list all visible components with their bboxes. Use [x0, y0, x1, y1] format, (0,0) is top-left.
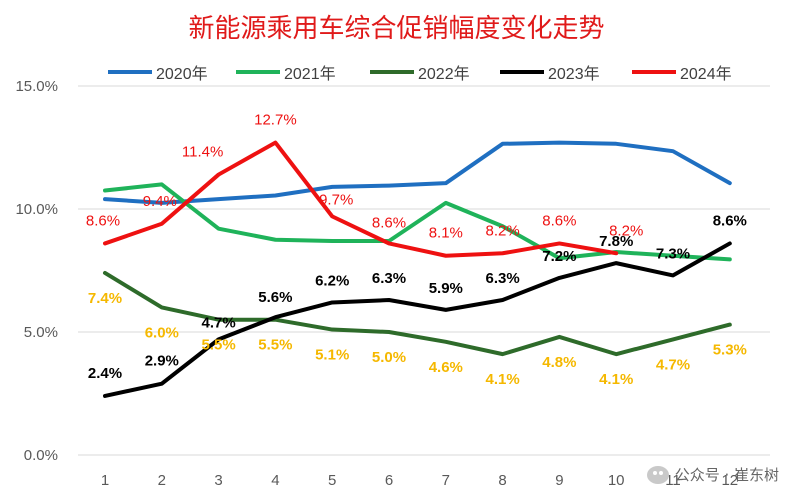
y-tick-label: 0.0% [24, 447, 58, 464]
series-line-2020年 [103, 140, 732, 205]
x-tick-label: 2 [158, 472, 166, 489]
legend-swatch [632, 70, 676, 74]
data-label: 7.3% [656, 245, 690, 262]
legend-swatch [236, 70, 280, 74]
series-line-2024年 [103, 140, 619, 258]
data-label: 12.7% [254, 112, 297, 129]
data-label: 8.6% [713, 212, 747, 229]
data-label: 4.7% [201, 314, 235, 331]
data-label: 5.5% [201, 337, 235, 354]
x-tick-label: 3 [214, 472, 222, 489]
x-tick-label: 7 [442, 472, 450, 489]
legend-swatch [500, 70, 544, 74]
legend-label: 2022年 [418, 66, 470, 83]
x-tick-label: 10 [608, 472, 625, 489]
data-label: 6.3% [372, 270, 406, 287]
data-label: 4.8% [542, 354, 576, 371]
x-tick-label: 6 [385, 472, 393, 489]
legend-label: 2020年 [156, 66, 208, 83]
data-label: 8.1% [429, 225, 463, 242]
legend-item: 2022年 [370, 61, 470, 83]
data-label: 5.1% [315, 347, 349, 364]
x-tick-label: 5 [328, 472, 336, 489]
data-label: 7.4% [88, 290, 122, 307]
x-tick-label: 12 [721, 472, 738, 489]
legend-label: 2024年 [680, 66, 732, 83]
data-label: 11.4% [182, 144, 223, 161]
series-line-2021年 [103, 182, 732, 262]
legend-item: 2024年 [632, 61, 732, 83]
chart-legend: 2020年 2021年 2022年 2023年 2024年 [108, 61, 788, 83]
watermark: 公众号 · 崔东树 [646, 464, 779, 485]
series-line-2022年 [103, 270, 732, 357]
data-label: 8.6% [372, 214, 406, 231]
x-tick-label: 4 [271, 472, 279, 489]
legend-item: 2021年 [236, 61, 336, 83]
data-label: 7.8% [599, 233, 633, 250]
data-label: 8.6% [542, 212, 576, 229]
legend-label: 2023年 [548, 66, 600, 83]
data-label: 5.3% [713, 342, 747, 359]
wechat-icon [646, 465, 669, 484]
data-label: 4.6% [429, 359, 463, 376]
legend-item: 2023年 [500, 61, 600, 83]
legend-label: 2021年 [284, 66, 336, 83]
data-label: 9.7% [319, 191, 353, 208]
data-label: 8.2% [609, 222, 643, 239]
data-label: 5.0% [372, 349, 406, 366]
data-label: 7.2% [542, 248, 576, 265]
series-line-2023年 [103, 241, 732, 398]
y-tick-label: 15.0% [15, 78, 58, 95]
data-label: 6.0% [145, 324, 179, 341]
legend-swatch [370, 70, 414, 74]
data-label: 8.6% [86, 212, 120, 229]
data-label: 4.1% [485, 371, 519, 388]
x-tick-label: 9 [555, 472, 563, 489]
x-tick-label: 11 [665, 472, 681, 489]
data-label: 5.5% [258, 337, 292, 354]
data-label: 5.9% [429, 280, 463, 297]
data-label: 2.9% [145, 353, 179, 370]
y-tick-label: 10.0% [15, 201, 58, 218]
legend-item: 2020年 [108, 61, 208, 83]
y-tick-label: 5.0% [24, 324, 58, 341]
x-tick-label: 8 [498, 472, 506, 489]
data-label: 5.6% [258, 289, 292, 306]
data-label: 4.7% [656, 356, 690, 373]
data-label: 6.3% [485, 270, 519, 287]
data-label: 4.1% [599, 371, 633, 388]
data-label: 2.4% [88, 365, 122, 382]
x-tick-label: 1 [101, 472, 109, 489]
data-label: 6.2% [315, 272, 349, 289]
chart-title: 新能源乘用车综合促销幅度变化走势 [188, 14, 605, 44]
data-label: 8.2% [485, 222, 519, 239]
data-label: 9.4% [143, 193, 177, 210]
legend-swatch [108, 70, 152, 74]
watermark-text: 公众号 · 崔东树 [674, 466, 779, 484]
